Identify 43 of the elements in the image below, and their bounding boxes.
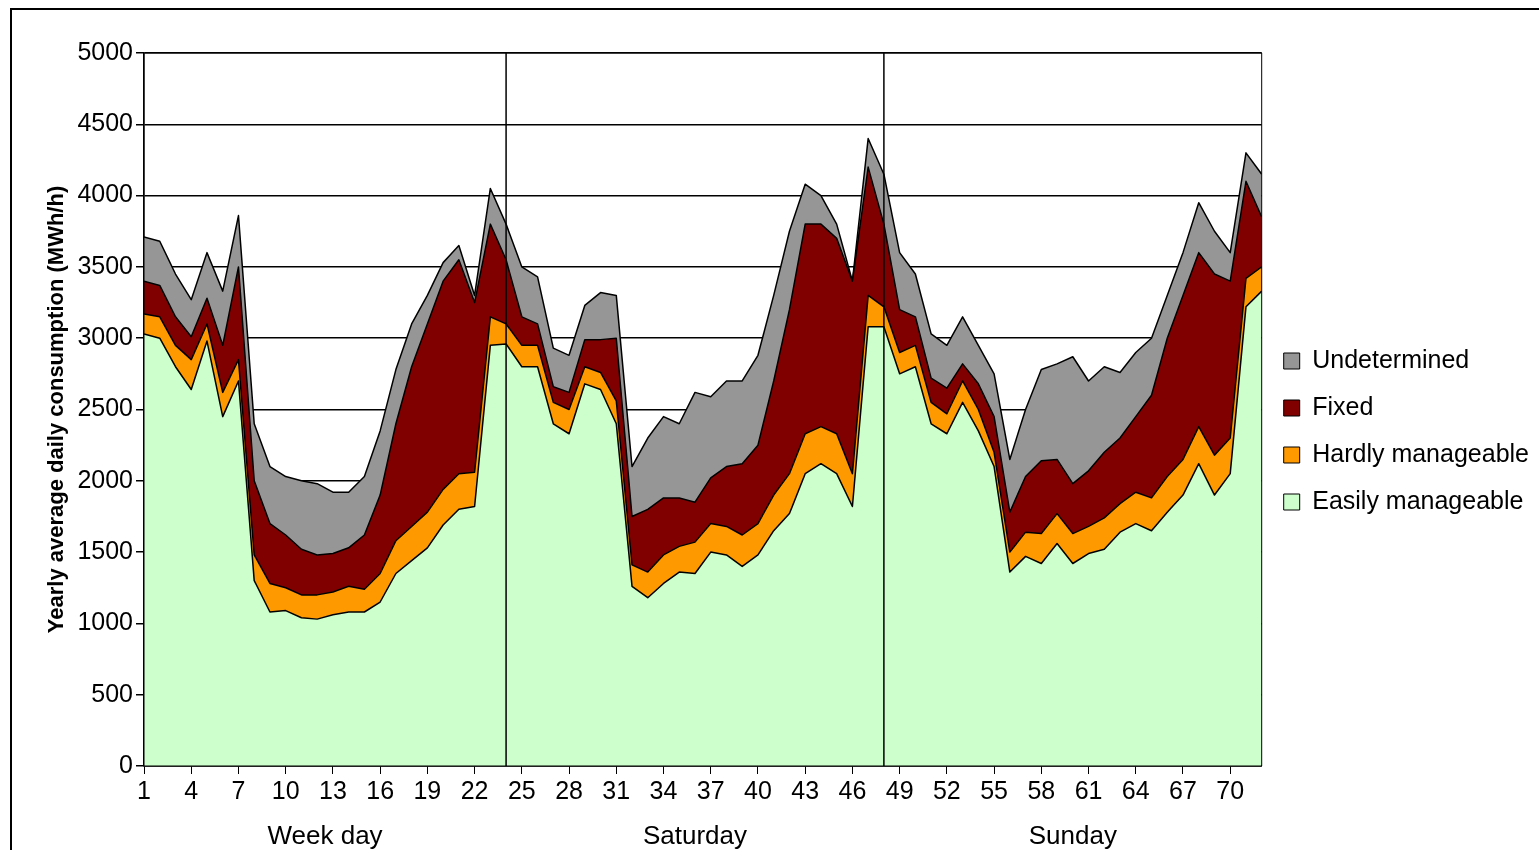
x-tick-label: 22 xyxy=(460,775,489,804)
x-tick-label: 34 xyxy=(649,775,678,804)
legend-label: Undetermined xyxy=(1312,344,1470,373)
y-tick-label: 3500 xyxy=(77,250,134,279)
y-tick-label: 3000 xyxy=(77,322,134,351)
text: Sunday xyxy=(1028,820,1117,850)
x-tick-label: 19 xyxy=(413,775,442,804)
legend-label: Hardly manageable xyxy=(1312,438,1529,467)
x-tick-label: 4 xyxy=(184,775,199,804)
text: Saturday xyxy=(642,820,748,850)
y-tick-label: 5000 xyxy=(77,36,134,65)
y-tick-label: 1500 xyxy=(77,535,134,564)
x-tick-label: 28 xyxy=(555,775,583,804)
x-tick-label: 49 xyxy=(885,775,914,804)
x-tick-label: 46 xyxy=(838,775,867,804)
x-tick-label: 7 xyxy=(231,775,246,804)
y-tick-label: 4000 xyxy=(77,179,134,208)
text: Week day xyxy=(267,820,383,850)
x-tick-label: 70 xyxy=(1216,775,1245,804)
x-tick-label: 67 xyxy=(1169,775,1197,804)
y-tick-label: 1000 xyxy=(77,607,134,636)
legend-label: Easily manageable xyxy=(1312,485,1524,514)
y-tick-label: 4500 xyxy=(77,108,134,137)
x-tick-label: 13 xyxy=(319,775,347,804)
x-tick-label: 25 xyxy=(507,775,536,804)
x-tick-label: 61 xyxy=(1074,775,1103,804)
x-tick-label: 1 xyxy=(137,775,151,804)
x-tick-label: 43 xyxy=(791,775,820,804)
y-tick-label: 2000 xyxy=(77,464,134,493)
y-tick-label: 0 xyxy=(119,749,134,778)
x-tick-label: 10 xyxy=(271,775,300,804)
x-tick-label: 52 xyxy=(932,775,961,804)
y-tick-label: 2500 xyxy=(77,393,134,422)
x-tick-label: 31 xyxy=(602,775,631,804)
x-tick-label: 64 xyxy=(1121,775,1150,804)
x-tick-label: 58 xyxy=(1027,775,1056,804)
y-tick-label: 500 xyxy=(91,678,134,707)
x-tick-label: 37 xyxy=(696,775,725,804)
y-axis-title: Yearly average daily consumption (MWh/h) xyxy=(43,185,69,634)
legend-label: Fixed xyxy=(1312,391,1374,420)
x-tick-label: 16 xyxy=(366,775,395,804)
x-tick-label: 55 xyxy=(980,775,1008,804)
x-tick-label: 40 xyxy=(744,775,772,804)
